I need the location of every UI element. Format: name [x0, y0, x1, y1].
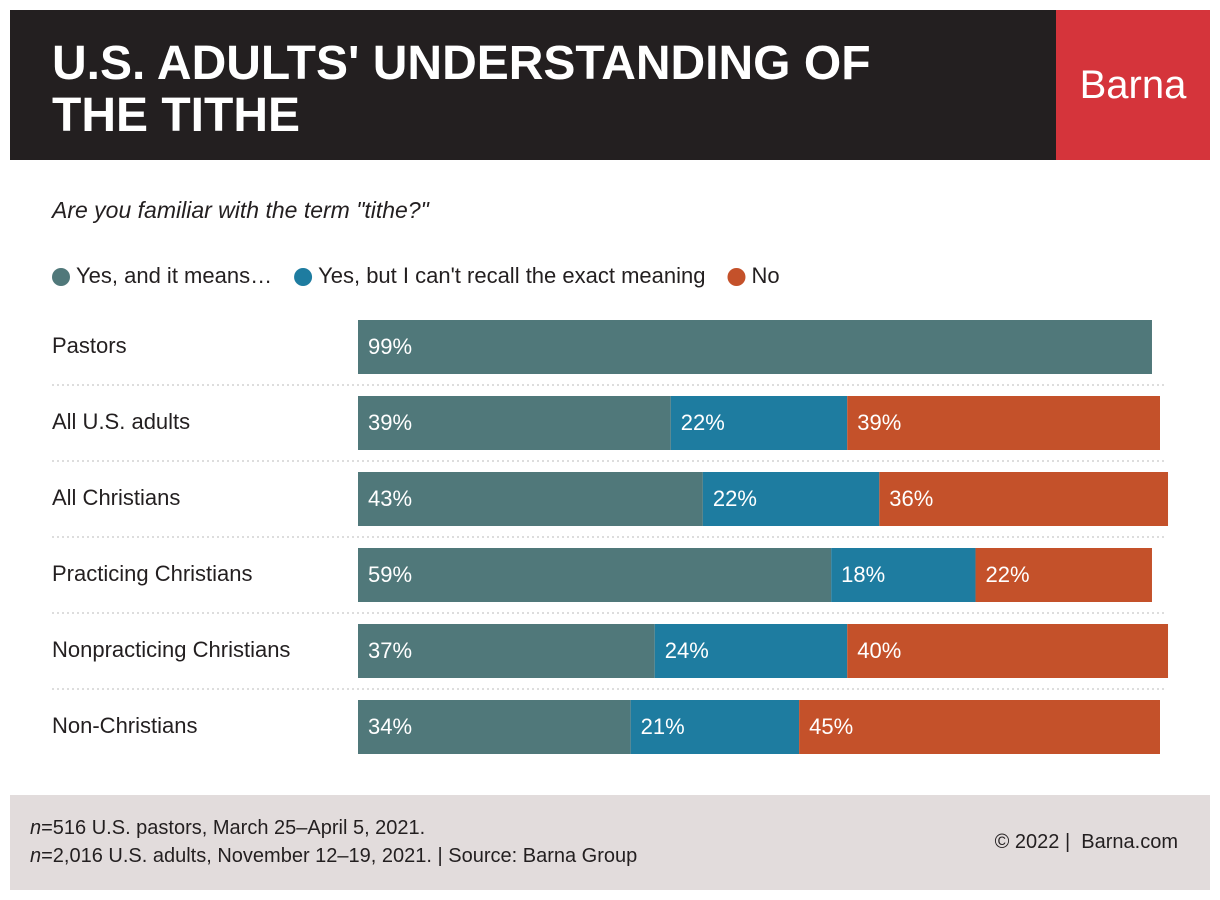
data-label: 24%: [665, 638, 709, 663]
data-label: 22%: [681, 410, 725, 435]
note: n=2,016 U.S. adults, November 12–19, 202…: [30, 845, 637, 868]
subtitle: Are you familiar with the term "tithe?": [50, 197, 431, 223]
data-label: 37%: [368, 638, 412, 663]
note-prefix: n: [30, 845, 42, 867]
bar-segment: [975, 548, 1152, 602]
bar-segment: [358, 472, 703, 526]
legend-marker: [52, 268, 70, 286]
brand: Barna: [1056, 10, 1210, 160]
data-label: 45%: [809, 714, 853, 739]
chart-title: U.S. ADULTS' UNDERSTANDING OF THE TITHE: [52, 37, 871, 142]
note-text: =516 U.S. pastors, March 25–April 5, 202…: [41, 817, 426, 839]
category-label: Non-Christians: [52, 713, 198, 738]
category-label: All Christians: [52, 485, 180, 510]
category-label: Nonpracticing Christians: [52, 637, 290, 662]
data-label: 18%: [841, 562, 885, 587]
bar-segment: [670, 396, 848, 450]
bar-segment: [847, 396, 1160, 450]
credit: © 2022 | Barna.com: [994, 831, 1178, 853]
data-label: 36%: [889, 486, 933, 511]
legend-label: Yes, and it means…: [76, 263, 272, 288]
note: n=516 U.S. pastors, March 25–April 5, 20…: [30, 817, 425, 840]
data-label: 99%: [368, 334, 412, 359]
data-label: 34%: [368, 714, 412, 739]
bar-segment: [358, 548, 832, 602]
footer: n=516 U.S. pastors, March 25–April 5, 20…: [10, 795, 1210, 890]
legend-label: No: [751, 263, 779, 288]
note-prefix: n: [30, 817, 42, 839]
data-label: 59%: [368, 562, 412, 587]
bar-segment: [702, 472, 880, 526]
category-label: All U.S. adults: [52, 409, 190, 434]
bar-segment: [879, 472, 1169, 526]
header: U.S. ADULTS' UNDERSTANDING OF THE TITHE: [10, 10, 1056, 160]
data-label: 22%: [986, 562, 1030, 587]
data-label: 39%: [857, 410, 901, 435]
data-label: 40%: [857, 638, 901, 663]
legend-marker: [294, 268, 313, 286]
category-label: Practicing Christians: [52, 561, 253, 586]
data-label: 21%: [641, 714, 685, 739]
legend-label: Yes, but I can't recall the exact meanin…: [318, 263, 705, 288]
bar-segment: [654, 624, 848, 678]
bar-segment: [358, 396, 671, 450]
chart: Are you familiar with the term "tithe?" …: [50, 197, 1169, 754]
bar-segment: [358, 320, 1152, 374]
legend-marker: [727, 268, 746, 286]
bar-segment: [630, 700, 800, 754]
note-text: =2,016 U.S. adults, November 12–19, 2021…: [41, 845, 638, 867]
bar-segment: [358, 624, 655, 678]
data-label: 22%: [713, 486, 757, 511]
data-label: 43%: [368, 486, 412, 511]
bar-segment: [847, 624, 1169, 678]
bar-segment: [831, 548, 976, 602]
category-label: Pastors: [52, 333, 127, 358]
data-label: 39%: [368, 410, 412, 435]
bar-segment: [799, 700, 1160, 754]
bar-segment: [358, 700, 631, 754]
